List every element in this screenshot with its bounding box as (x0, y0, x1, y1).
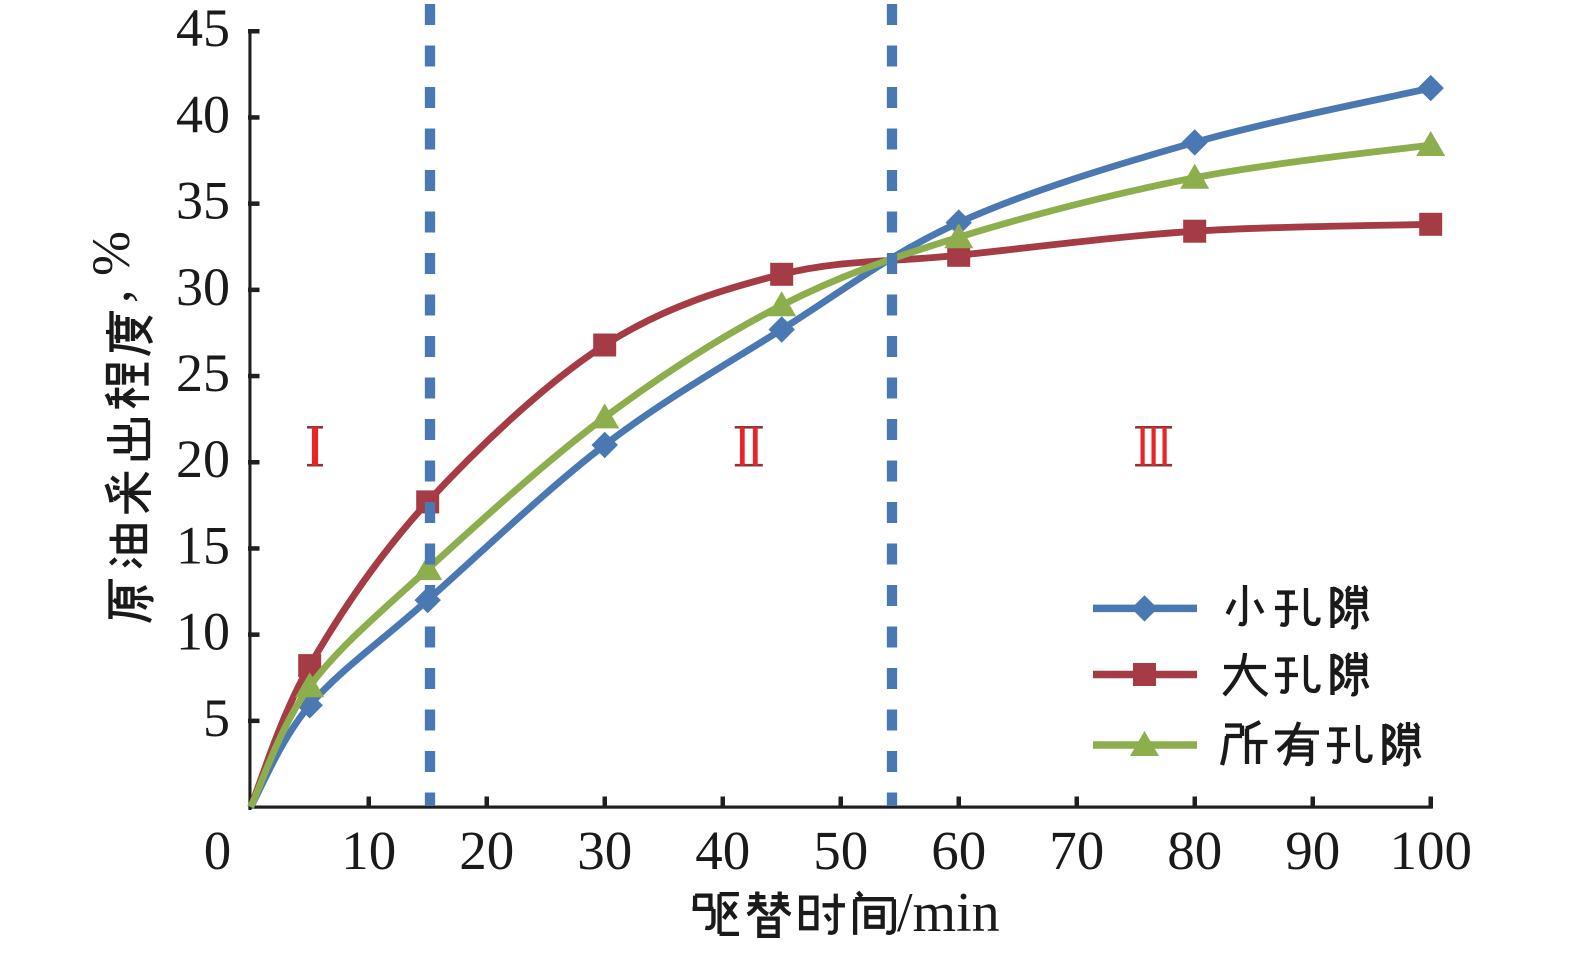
svg-text:45: 45 (176, 0, 230, 58)
svg-text:0: 0 (204, 820, 232, 881)
svg-text:30: 30 (577, 820, 632, 881)
svg-text:40: 40 (695, 820, 750, 881)
svg-text:30: 30 (176, 257, 230, 317)
svg-text:, %: , % (81, 231, 141, 303)
svg-text:50: 50 (813, 820, 868, 881)
svg-text:10: 10 (341, 820, 396, 881)
svg-text:5: 5 (203, 688, 230, 748)
svg-text:/min: /min (897, 882, 1000, 944)
svg-text:15: 15 (176, 515, 230, 575)
svg-text:10: 10 (176, 602, 230, 662)
svg-text:20: 20 (459, 820, 514, 881)
svg-text:80: 80 (1167, 820, 1222, 881)
svg-text:100: 100 (1389, 820, 1472, 881)
svg-text:25: 25 (176, 343, 230, 403)
svg-text:90: 90 (1285, 820, 1340, 881)
svg-text:40: 40 (176, 84, 230, 144)
svg-text:20: 20 (176, 429, 230, 489)
svg-text:35: 35 (176, 171, 230, 231)
svg-text:60: 60 (931, 820, 986, 881)
svg-text:70: 70 (1049, 820, 1104, 881)
